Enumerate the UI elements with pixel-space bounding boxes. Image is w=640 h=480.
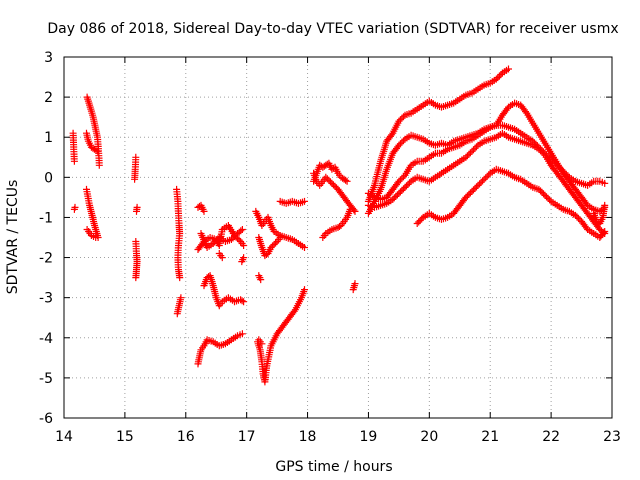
data-track [173,294,185,318]
x-axis-label: GPS time / hours [275,459,392,475]
y-tick-label: -2 [39,251,53,267]
data-point-markers [194,330,246,368]
y-tick-label: -4 [39,331,53,347]
data-track [70,203,79,213]
data-track [194,330,246,368]
data-point-markers [252,207,308,251]
data-point-markers [200,272,248,310]
data-track [173,185,184,282]
data-point-markers [590,201,609,227]
data-track [215,250,226,262]
plot-frame [63,56,613,419]
data-point-markers [173,185,184,282]
data-track [238,254,248,266]
data-track [69,129,78,165]
data-track [255,234,284,260]
data-track [197,226,246,251]
data-point-markers [197,226,246,251]
x-tick-label: 23 [603,429,621,445]
data-point-markers [276,197,308,207]
data-track [255,272,265,284]
data-point-markers [319,205,354,241]
x-tick-label: 20 [420,429,438,445]
data-point-markers [364,121,609,203]
y-tick-label: 0 [44,170,53,186]
data-point-markers [255,336,266,348]
data-track [133,203,141,215]
data-track [310,169,359,215]
data-point-markers [254,286,308,386]
data-track [252,207,308,251]
data-track [132,238,141,282]
data-point-markers [255,234,284,260]
data-point-markers [349,280,359,294]
x-tick-label: 16 [177,429,195,445]
data-points [69,65,609,386]
data-point-markers [132,238,141,282]
data-point-markers [413,165,609,241]
y-tick-label: 1 [44,130,53,146]
data-track [83,129,101,155]
data-point-markers [364,65,512,205]
y-tick-label: -3 [39,291,53,307]
data-track [254,286,308,386]
data-track [255,336,266,348]
data-point-markers [83,185,102,241]
data-point-markers [215,250,226,262]
x-tick-label: 22 [542,429,560,445]
y-tick-label: -1 [39,210,53,226]
data-track [83,185,102,241]
data-track [200,272,248,310]
x-tick-label: 14 [55,429,73,445]
data-track [319,205,354,241]
y-axis-label: SDTVAR / TECUs [5,180,21,295]
data-point-markers [173,294,185,318]
data-track [364,129,609,237]
x-tick-label: 17 [238,429,256,445]
y-tick-label: 3 [44,50,53,66]
y-tick-label: -5 [39,371,53,387]
data-point-markers [83,226,100,241]
data-track [83,226,100,241]
data-point-markers [83,93,103,169]
data-track [194,201,208,215]
y-tick-label: 2 [44,90,53,106]
data-track [364,121,609,203]
data-point-markers [131,153,140,183]
data-point-markers [133,203,141,215]
data-point-markers [310,169,359,215]
x-tick-label: 18 [299,429,317,445]
data-point-markers [83,129,101,155]
x-tick-label: 21 [481,429,499,445]
y-tick-label: -6 [39,411,53,427]
data-point-markers [70,203,79,213]
data-point-markers [69,129,78,165]
data-track [131,153,140,183]
data-point-markers [255,272,265,284]
data-track [349,280,359,294]
data-point-markers [238,254,248,266]
data-track [276,197,308,207]
data-track [413,165,609,241]
data-track [590,201,609,227]
x-tick-label: 15 [116,429,134,445]
data-track [364,65,512,205]
grid-lines [64,57,612,418]
data-point-markers [364,129,609,237]
x-tick-label: 19 [360,429,378,445]
data-point-markers [194,201,208,215]
chart-title: Day 086 of 2018, Sidereal Day-to-day VTE… [47,21,618,37]
data-track [83,93,103,169]
